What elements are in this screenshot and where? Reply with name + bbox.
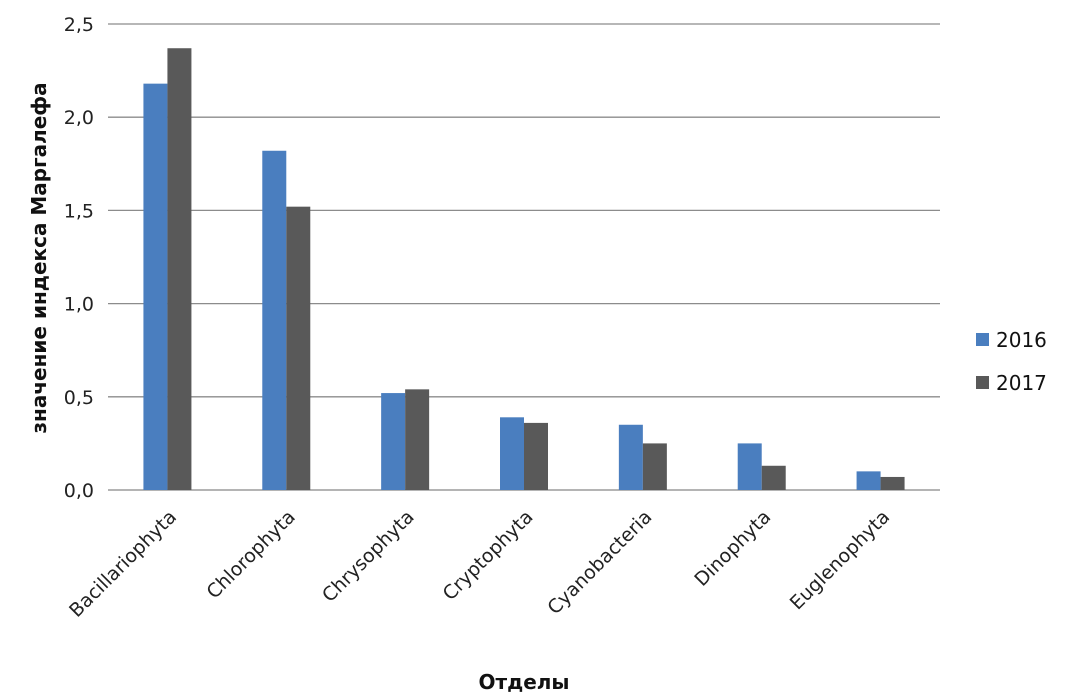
- y-tick-label: 2,5: [64, 14, 94, 36]
- bar-2016-bacillariophyta: [143, 83, 168, 490]
- bar-2017-cryptophyta: [524, 422, 548, 490]
- x-category-label: Chlorophyta: [202, 506, 299, 603]
- legend-label: 2016: [996, 328, 1047, 352]
- bar-2016-cryptophyta: [500, 417, 524, 490]
- y-tick-label: 0,5: [64, 387, 94, 409]
- gridlines: [108, 23, 940, 491]
- y-tick-label: 0,0: [64, 480, 94, 502]
- legend-label: 2017: [996, 371, 1047, 395]
- x-category-label: Euglenophyta: [786, 506, 894, 614]
- bar-2017-euglenophyta: [880, 476, 905, 490]
- x-axis-title: Отделы: [478, 670, 569, 694]
- legend-swatch: [976, 376, 989, 389]
- bar-2016-euglenophyta: [856, 471, 881, 490]
- bar-2016-chrysophyta: [381, 393, 406, 490]
- bars: [143, 48, 905, 491]
- bar-2017-chrysophyta: [405, 389, 430, 490]
- bar-2017-dinophyta: [761, 465, 786, 490]
- bar-2016-cyanobacteria: [618, 424, 643, 490]
- y-axis-title: значение индекса Маргалефа: [27, 82, 51, 433]
- bar-2017-chlorophyta: [286, 206, 311, 490]
- x-category-label: Dinophyta: [690, 506, 775, 591]
- bar-2016-dinophyta: [737, 443, 762, 490]
- legend: 2016 2017: [976, 328, 1047, 395]
- y-tick-label: 1,0: [64, 294, 94, 316]
- y-tick-label: 2,0: [64, 107, 94, 129]
- bar-2017-bacillariophyta: [167, 48, 192, 491]
- x-category-label: Bacillariophyta: [65, 506, 181, 622]
- bar-2016-chlorophyta: [262, 150, 287, 490]
- y-tick-labels: 0,0 0,5 1,0 1,5 2,0 2,5: [64, 14, 94, 502]
- legend-swatch: [976, 333, 989, 346]
- x-category-labels: Bacillariophyta Chlorophyta Chrysophyta Cry…: [65, 506, 894, 622]
- y-tick-label: 1,5: [64, 200, 94, 222]
- x-category-label: Chrysophyta: [318, 506, 419, 607]
- bar-2017-cyanobacteria: [642, 443, 667, 490]
- x-category-label: Cyanobacteria: [543, 506, 656, 619]
- x-category-label: Cryptophyta: [439, 506, 538, 605]
